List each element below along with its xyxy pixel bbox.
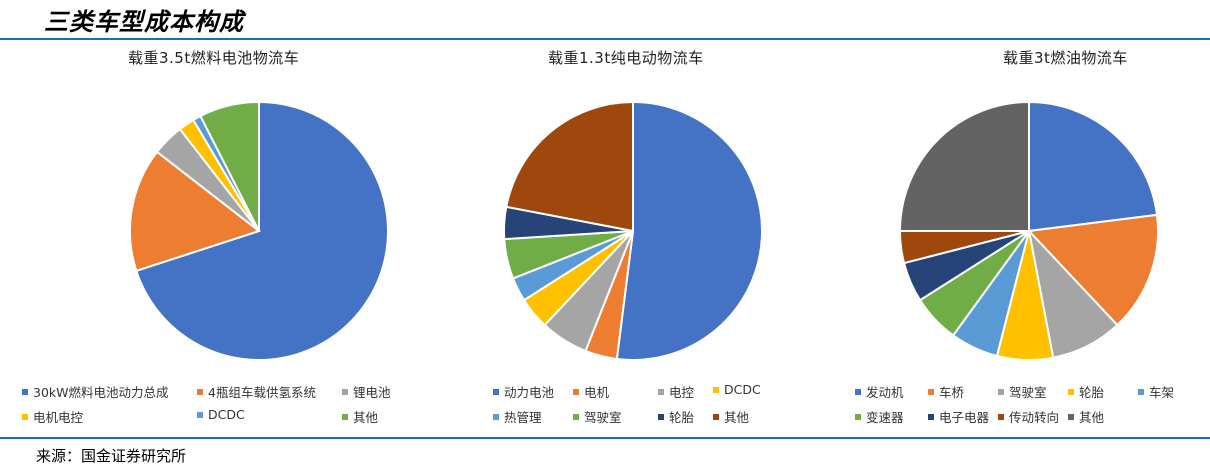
legend-label: 锂电池: [353, 385, 391, 400]
legend-label: 电机电控: [33, 410, 84, 425]
legend-swatch: [22, 388, 28, 395]
legend-swatch: [342, 413, 348, 420]
pie-slice-2-1: [1026, 213, 1159, 327]
legend-item: 轮胎: [1068, 382, 1104, 401]
legend-swatch: [998, 413, 1004, 420]
legend-item: 其他: [1068, 407, 1104, 426]
legend-swatch: [713, 413, 719, 420]
legend-swatch: [713, 386, 719, 393]
chart-title-fuel: 载重3t燃油物流车: [1003, 49, 1128, 67]
legend-item: 电控: [658, 382, 694, 401]
legend-item: DCDC: [713, 382, 761, 397]
legend-swatch: [573, 413, 579, 420]
legend-label: 其他: [1079, 410, 1105, 425]
legend-swatch: [1138, 388, 1144, 395]
legend-label: 变速器: [866, 410, 904, 425]
legend-label: 轮胎: [669, 410, 695, 425]
legend-swatch: [1068, 413, 1074, 420]
legend-label: 4瓶组车载供氢系统: [208, 385, 316, 400]
legend-label: 热管理: [504, 410, 542, 425]
legend-label: 传动转向: [1009, 410, 1060, 425]
legend-swatch: [197, 411, 203, 418]
legend-item: 电机: [573, 382, 609, 401]
legend-item: 传动转向: [998, 407, 1059, 426]
legend-swatch: [573, 388, 579, 395]
source-note: 来源：国金证券研究所: [36, 447, 187, 465]
legend-item: 4瓶组车载供氢系统: [197, 382, 316, 401]
page-title: 三类车型成本构成: [44, 8, 244, 36]
legend-item: 30kW燃料电池动力总成: [22, 382, 169, 401]
top-divider: [0, 38, 1210, 40]
legend-swatch: [1068, 388, 1074, 395]
legend-item: 其他: [342, 407, 378, 426]
legend-item: 电子电器: [928, 407, 989, 426]
legend-label: 驾驶室: [584, 410, 622, 425]
legend-item: 锂电池: [342, 382, 391, 401]
legend-label: 发动机: [866, 385, 904, 400]
legend-swatch: [493, 413, 499, 420]
legend-item: 驾驶室: [998, 382, 1047, 401]
legend-label: DCDC: [208, 407, 245, 422]
legend-item: DCDC: [197, 407, 245, 422]
legend-swatch: [658, 413, 664, 420]
legend-item: 电机电控: [22, 407, 83, 426]
legend-item: 车架: [1138, 382, 1174, 401]
legend-label: 其他: [724, 410, 750, 425]
legend-item: 轮胎: [658, 407, 694, 426]
legend-item: 发动机: [855, 382, 904, 401]
legend-label: 车桥: [939, 385, 965, 400]
legend-item: 变速器: [855, 407, 904, 426]
legend-swatch: [22, 413, 28, 420]
pie-slice-1-7: [505, 100, 634, 233]
legend-label: 电机: [584, 385, 610, 400]
pie-slice-0-5: [199, 100, 260, 232]
bottom-divider: [0, 437, 1210, 439]
legend-swatch: [928, 413, 934, 420]
legend-item: 动力电池: [493, 382, 554, 401]
legend-swatch: [197, 388, 203, 395]
legend-item: 其他: [713, 407, 749, 426]
legend-swatch: [855, 388, 861, 395]
legend-label: DCDC: [724, 382, 761, 397]
chart-title-fuel-cell: 载重3.5t燃料电池物流车: [128, 49, 300, 67]
legend-label: 30kW燃料电池动力总成: [33, 385, 169, 400]
legend-label: 电子电器: [939, 410, 990, 425]
pie-slice-2-8: [898, 100, 1030, 232]
legend-label: 电控: [669, 385, 695, 400]
legend-swatch: [928, 388, 934, 395]
legend-label: 车架: [1149, 385, 1175, 400]
legend-swatch: [342, 388, 348, 395]
legend-label: 驾驶室: [1009, 385, 1047, 400]
pie-slice-2-0: [1028, 100, 1159, 233]
legend-label: 其他: [353, 410, 379, 425]
legend-item: 车桥: [928, 382, 964, 401]
legend-item: 驾驶室: [573, 407, 622, 426]
legend-label: 轮胎: [1079, 385, 1105, 400]
legend-swatch: [658, 388, 664, 395]
legend-item: 热管理: [493, 407, 542, 426]
legend-swatch: [855, 413, 861, 420]
chart-title-electric: 载重1.3t纯电动物流车: [548, 49, 704, 67]
legend-swatch: [998, 388, 1004, 395]
pie-slice-0-0: [135, 100, 389, 361]
pie-slice-0-1: [129, 150, 262, 273]
pie-slice-1-0: [615, 100, 763, 361]
legend-swatch: [493, 388, 499, 395]
legend-label: 动力电池: [504, 385, 555, 400]
